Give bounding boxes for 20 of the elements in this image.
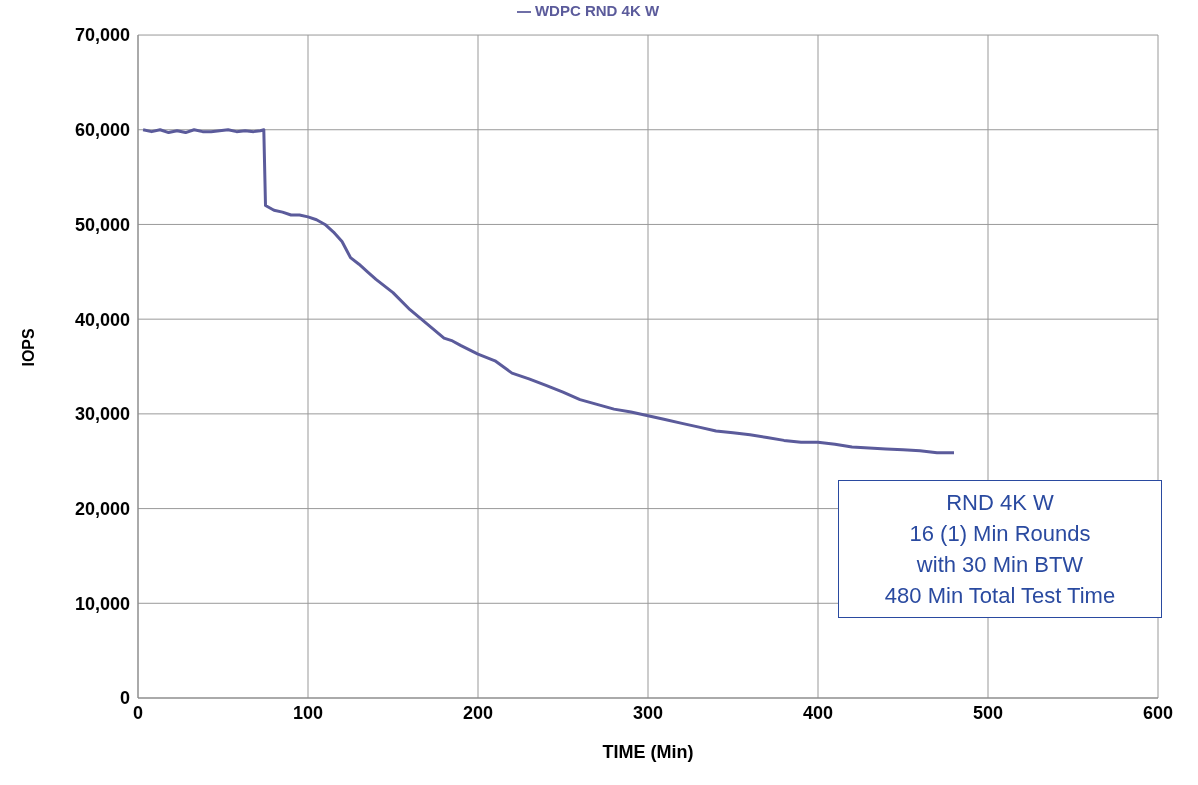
- y-tick-label: 50,000: [74, 214, 130, 235]
- line-series: [141, 128, 956, 455]
- y-tick-label: 20,000: [74, 498, 130, 519]
- y-tick-label: 60,000: [74, 120, 130, 141]
- y-tick-label: 30,000: [74, 404, 130, 425]
- x-tick-label: 300: [632, 702, 664, 723]
- legend-label: WDPC RND 4K W: [534, 2, 660, 19]
- x-tick-label: 200: [462, 702, 494, 723]
- y-tick-label: 0: [119, 688, 130, 709]
- y-tick-label: 40,000: [74, 309, 130, 330]
- note-box: RND 4K W 16 (1) Min Rounds with 30 Min BTW 480 Min Total Test Time: [838, 480, 1162, 618]
- x-tick-label: 600: [1142, 702, 1174, 723]
- y-tick-label: 10,000: [74, 593, 130, 614]
- x-tick-label: 400: [802, 702, 834, 723]
- x-tick-label: 100: [292, 702, 324, 723]
- y-tick-label: 70,000: [74, 25, 130, 46]
- x-axis-title: TIME (Min): [602, 742, 694, 762]
- y-axis-title: IOPS: [19, 327, 37, 367]
- x-tick-label: 500: [972, 702, 1004, 723]
- x-tick-label: 0: [132, 702, 144, 723]
